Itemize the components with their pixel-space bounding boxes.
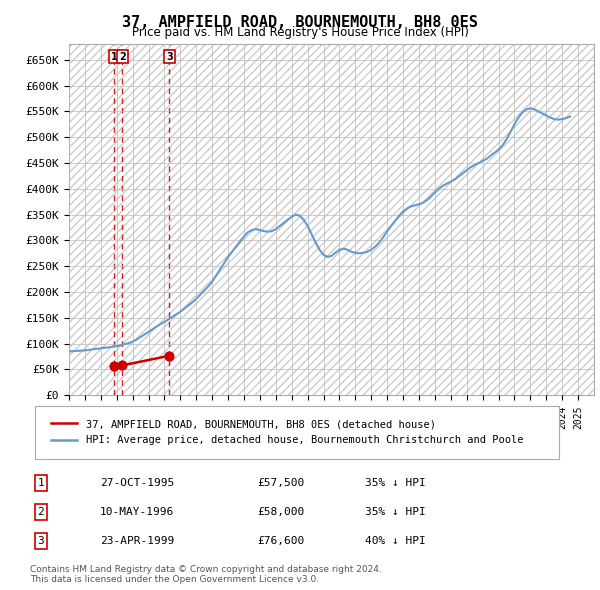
Text: 2: 2 <box>119 51 126 61</box>
Point <box>118 360 127 370</box>
Point <box>164 351 174 360</box>
Text: 35% ↓ HPI: 35% ↓ HPI <box>365 478 425 488</box>
Text: £58,000: £58,000 <box>257 507 304 517</box>
Text: 37, AMPFIELD ROAD, BOURNEMOUTH, BH8 0ES: 37, AMPFIELD ROAD, BOURNEMOUTH, BH8 0ES <box>122 15 478 30</box>
Point <box>109 361 119 371</box>
Legend: 37, AMPFIELD ROAD, BOURNEMOUTH, BH8 0ES (detached house), HPI: Average price, de: 37, AMPFIELD ROAD, BOURNEMOUTH, BH8 0ES … <box>46 414 528 451</box>
Text: 10-MAY-1996: 10-MAY-1996 <box>100 507 175 517</box>
Text: Price paid vs. HM Land Registry's House Price Index (HPI): Price paid vs. HM Land Registry's House … <box>131 26 469 39</box>
Text: 3: 3 <box>37 536 44 546</box>
Text: 1: 1 <box>110 51 117 61</box>
Text: 27-OCT-1995: 27-OCT-1995 <box>100 478 175 488</box>
Text: 3: 3 <box>166 51 173 61</box>
FancyBboxPatch shape <box>35 407 559 459</box>
Text: 23-APR-1999: 23-APR-1999 <box>100 536 175 546</box>
Text: £57,500: £57,500 <box>257 478 304 488</box>
Text: 35% ↓ HPI: 35% ↓ HPI <box>365 507 425 517</box>
Text: 2: 2 <box>37 507 44 517</box>
Text: 1: 1 <box>37 478 44 488</box>
Text: Contains HM Land Registry data © Crown copyright and database right 2024.
This d: Contains HM Land Registry data © Crown c… <box>30 565 382 584</box>
Text: £76,600: £76,600 <box>257 536 304 546</box>
Text: 40% ↓ HPI: 40% ↓ HPI <box>365 536 425 546</box>
